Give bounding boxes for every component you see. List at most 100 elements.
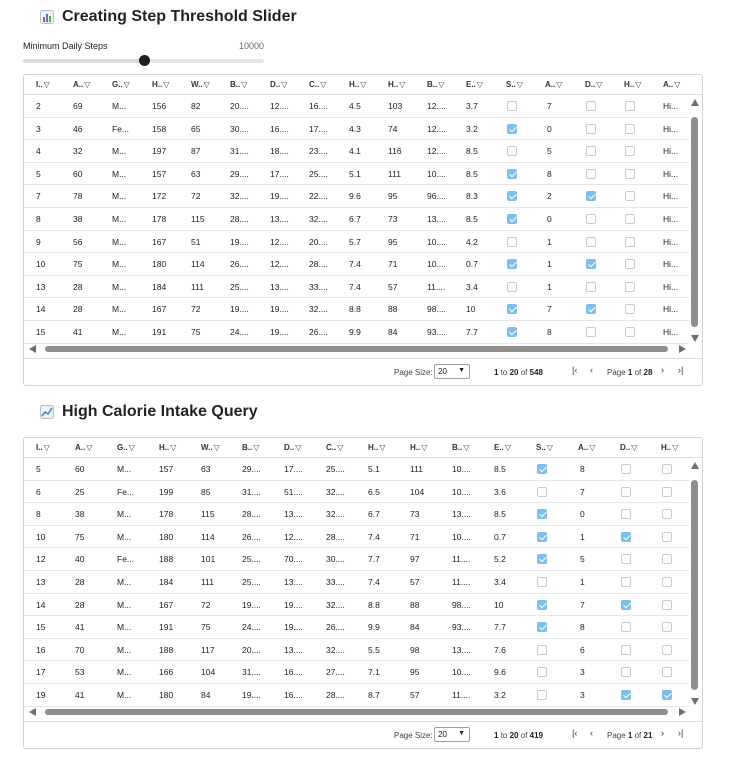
column-header[interactable]: C..▽ xyxy=(309,75,326,95)
checkbox-h[interactable] xyxy=(662,554,672,565)
column-header[interactable]: I..▽ xyxy=(36,75,50,95)
filter-icon[interactable]: ▽ xyxy=(589,443,596,452)
filter-icon[interactable]: ▽ xyxy=(672,443,679,452)
table-row[interactable]: 17 53 M... 166 104 31.... 16.... 27.... 7.1 95 10.… xyxy=(24,661,689,684)
checkbox-d[interactable] xyxy=(586,304,596,315)
column-header[interactable]: S..▽ xyxy=(536,438,553,458)
checkbox-s[interactable] xyxy=(507,101,517,111)
checkbox-s[interactable] xyxy=(507,304,517,315)
table-row[interactable]: 9 56 M... 167 51 19.... 12.... 20.... 5.7 95 10...… xyxy=(24,231,689,254)
checkbox-s[interactable] xyxy=(537,690,547,700)
filter-icon[interactable]: ▽ xyxy=(421,443,428,452)
checkbox-s[interactable] xyxy=(507,191,517,202)
scroll-up-icon[interactable] xyxy=(691,99,699,106)
horizontal-scroll-thumb[interactable] xyxy=(45,709,668,715)
column-header[interactable]: H..▽ xyxy=(368,438,385,458)
column-header[interactable]: H..▽ xyxy=(349,75,366,95)
vertical-scroll-thumb[interactable] xyxy=(691,480,698,690)
table-row[interactable]: 13 28 M... 184 111 25.... 13.... 33.... 7.4 57 11.… xyxy=(24,571,689,594)
filter-icon[interactable]: ▽ xyxy=(163,80,170,89)
table-row[interactable]: 6 25 Fe... 199 85 31.... 51.... 32.... 6.5 104 10.… xyxy=(24,481,689,504)
table-row[interactable]: 7 78 M... 172 72 32.... 19.... 22.... 9.6 95 96...… xyxy=(24,185,689,208)
filter-icon[interactable]: ▽ xyxy=(123,80,130,89)
filter-icon[interactable]: ▽ xyxy=(379,443,386,452)
column-header[interactable]: D..▽ xyxy=(620,438,637,458)
filter-icon[interactable]: ▽ xyxy=(43,443,50,452)
horizontal-scrollbar[interactable] xyxy=(29,707,686,716)
checkbox-h[interactable] xyxy=(662,577,672,587)
checkbox-h[interactable] xyxy=(625,101,635,111)
checkbox-d[interactable] xyxy=(586,259,596,270)
previous-page-icon[interactable]: ‹ xyxy=(590,365,593,375)
checkbox-s[interactable] xyxy=(507,281,517,292)
checkbox-d[interactable] xyxy=(621,554,631,565)
checkbox-h[interactable] xyxy=(625,146,635,157)
filter-icon[interactable]: ▽ xyxy=(84,80,91,89)
column-header[interactable]: H..▽ xyxy=(661,438,678,458)
page-size-select[interactable]: 20 ▼ xyxy=(434,727,470,742)
filter-icon[interactable]: ▽ xyxy=(320,80,327,89)
checkbox-s[interactable] xyxy=(537,509,547,520)
checkbox-s[interactable] xyxy=(507,214,517,224)
checkbox-s[interactable] xyxy=(537,577,547,587)
filter-icon[interactable]: ▽ xyxy=(241,80,248,89)
vertical-scroll-thumb[interactable] xyxy=(691,117,698,327)
checkbox-d[interactable] xyxy=(586,214,596,224)
filter-icon[interactable]: ▽ xyxy=(596,80,603,89)
scroll-right-icon[interactable] xyxy=(679,708,686,716)
checkbox-s[interactable] xyxy=(537,486,547,497)
checkbox-h[interactable] xyxy=(662,690,672,700)
checkbox-d[interactable] xyxy=(621,622,631,633)
filter-icon[interactable]: ▽ xyxy=(295,443,302,452)
column-header[interactable]: H..▽ xyxy=(388,75,405,95)
filter-icon[interactable]: ▽ xyxy=(476,80,483,89)
filter-icon[interactable]: ▽ xyxy=(43,80,50,89)
table-row[interactable]: 14 28 M... 167 72 19.... 19.... 32.... 8.8 88 98..… xyxy=(24,594,689,617)
table-row[interactable]: 10 75 M... 180 114 26.... 12.... 28.... 7.4 71 10.… xyxy=(24,526,689,549)
checkbox-d[interactable] xyxy=(586,281,596,292)
table-row[interactable]: 2 69 M... 156 82 20.... 12.... 16.... 4.5 103 12..… xyxy=(24,95,689,118)
next-page-icon[interactable]: › xyxy=(661,728,664,738)
column-header[interactable]: A..▽ xyxy=(578,438,595,458)
scroll-left-icon[interactable] xyxy=(29,708,36,716)
first-page-icon[interactable]: |‹ xyxy=(572,365,578,375)
checkbox-d[interactable] xyxy=(586,327,596,337)
vertical-scrollbar[interactable] xyxy=(691,99,699,343)
checkbox-d[interactable] xyxy=(621,667,631,678)
table-row[interactable]: 13 28 M... 184 111 25.... 13.... 33.... 7.4 57 11.… xyxy=(24,276,689,299)
checkbox-d[interactable] xyxy=(586,168,596,179)
checkbox-d[interactable] xyxy=(621,644,631,655)
checkbox-d[interactable] xyxy=(621,577,631,587)
checkbox-d[interactable] xyxy=(586,191,596,202)
column-header[interactable]: A..▽ xyxy=(73,75,90,95)
checkbox-h[interactable] xyxy=(625,191,635,202)
table-row[interactable]: 14 28 M... 167 72 19.... 19.... 32.... 8.8 88 98..… xyxy=(24,298,689,321)
filter-icon[interactable]: ▽ xyxy=(170,443,177,452)
column-header[interactable]: B..▽ xyxy=(452,438,469,458)
scroll-down-icon[interactable] xyxy=(691,335,699,342)
table-row[interactable]: 16 70 M... 188 117 20.... 13.... 32.... 5.5 98 13.… xyxy=(24,639,689,662)
checkbox-s[interactable] xyxy=(537,599,547,610)
checkbox-d[interactable] xyxy=(621,509,631,520)
page-size-select[interactable]: 20 ▼ xyxy=(434,364,470,379)
filter-icon[interactable]: ▽ xyxy=(556,80,563,89)
column-header[interactable]: D..▽ xyxy=(284,438,301,458)
column-header[interactable]: E..▽ xyxy=(494,438,511,458)
table-row[interactable]: 15 41 M... 191 75 24.... 19.... 26.... 9.9 84 93..… xyxy=(24,321,689,344)
checkbox-s[interactable] xyxy=(507,168,517,179)
checkbox-s[interactable] xyxy=(507,146,517,157)
checkbox-h[interactable] xyxy=(625,327,635,337)
table-row[interactable]: 5 60 M... 157 63 29.... 17.... 25.... 5.1 111 10..… xyxy=(24,163,689,186)
scroll-right-icon[interactable] xyxy=(679,345,686,353)
scroll-left-icon[interactable] xyxy=(29,345,36,353)
horizontal-scroll-thumb[interactable] xyxy=(45,346,668,352)
checkbox-h[interactable] xyxy=(625,168,635,179)
checkbox-s[interactable] xyxy=(507,327,517,337)
checkbox-h[interactable] xyxy=(625,236,635,247)
last-page-icon[interactable]: ›| xyxy=(678,365,684,375)
column-header[interactable]: D..▽ xyxy=(585,75,602,95)
checkbox-d[interactable] xyxy=(586,146,596,157)
filter-icon[interactable]: ▽ xyxy=(674,80,681,89)
checkbox-h[interactable] xyxy=(662,464,672,474)
table-row[interactable]: 5 60 M... 157 63 29.... 17.... 25.... 5.1 111 10..… xyxy=(24,458,689,481)
